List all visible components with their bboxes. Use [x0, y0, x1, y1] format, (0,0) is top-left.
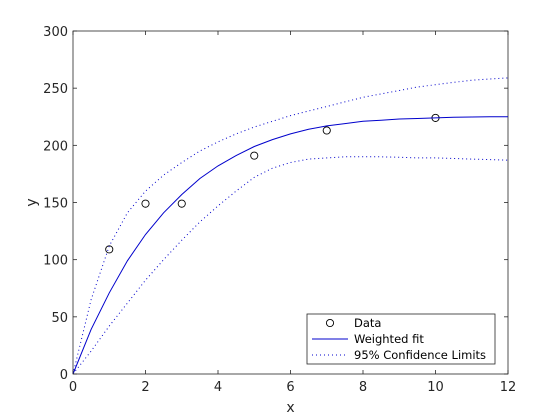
ticks-layer: 0 2 4 6 8 10 12 0 50 100 150 200 250 300: [43, 25, 516, 395]
x-tick-label: 4: [214, 380, 222, 395]
data-point: [250, 151, 259, 160]
x-tick-label: 12: [500, 380, 517, 395]
series-layer: [72, 77, 509, 375]
legend-label: 95% Confidence Limits: [354, 348, 486, 362]
x-tick-label: 6: [286, 380, 294, 395]
x-tick-label: 8: [359, 380, 367, 395]
legend: Data Weighted fit 95% Confidence Limits: [306, 313, 496, 365]
data-point: [177, 199, 186, 208]
x-tick-label: 2: [141, 380, 149, 395]
y-tick-label: 50: [51, 311, 68, 326]
y-tick-label: 250: [43, 82, 68, 97]
y-axis-label: y: [24, 198, 40, 206]
x-tick-label: 0: [69, 380, 77, 395]
y-tick-label: 200: [43, 139, 68, 154]
confidence-limit-line: [72, 77, 509, 375]
y-tick-label: 300: [43, 25, 68, 40]
legend-label: Data: [354, 316, 381, 330]
data-point: [322, 126, 331, 135]
data-point: [141, 199, 150, 208]
legend-entries: Data Weighted fit 95% Confidence Limits: [312, 316, 486, 362]
legend-label: Weighted fit: [354, 332, 424, 346]
fit-line: [72, 116, 508, 375]
data-point: [105, 245, 114, 254]
y-tick-label: 100: [43, 254, 68, 269]
legend-marker: [325, 318, 335, 328]
y-tick-label: 0: [60, 368, 68, 383]
y-tick-label: 150: [43, 197, 68, 212]
x-axis-label: x: [286, 400, 294, 416]
x-tick-label: 10: [427, 380, 444, 395]
